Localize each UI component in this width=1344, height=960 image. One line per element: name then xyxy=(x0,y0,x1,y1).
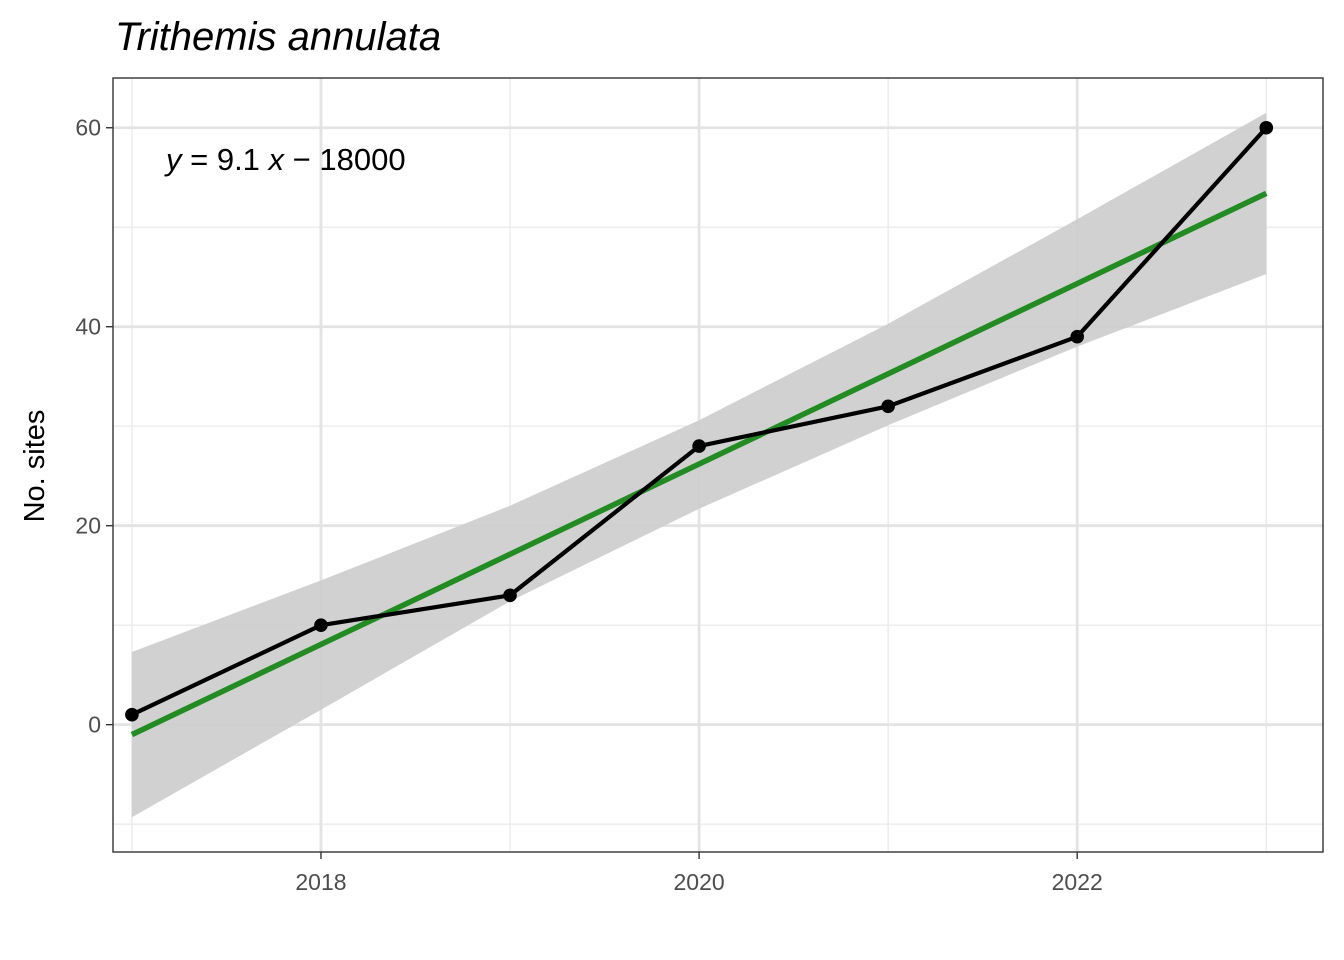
plot-panel-border xyxy=(112,77,1324,853)
trend-line xyxy=(130,190,1268,738)
equation-end: − 18000 xyxy=(284,142,406,177)
x-tick-label: 2018 xyxy=(295,869,346,895)
equation-annotation: y = 9.1 x − 18000 xyxy=(164,142,406,177)
chart-title: Trithemis annulata xyxy=(115,15,441,59)
equation-var-y: y xyxy=(164,142,184,177)
data-point xyxy=(692,439,706,453)
y-tick-label: 0 xyxy=(88,712,101,738)
data-point xyxy=(1070,329,1085,344)
data-point xyxy=(314,618,328,632)
trend-line-layer xyxy=(130,190,1268,738)
y-axis-label: No. sites xyxy=(19,410,51,523)
y-tick-label: 40 xyxy=(75,314,101,340)
data-point xyxy=(881,399,895,414)
y-tick-label: 60 xyxy=(75,115,101,141)
axis-layer: 0 20 40 60 2018 2020 2022 xyxy=(75,115,1102,895)
data-point xyxy=(503,588,517,603)
data-point xyxy=(1259,120,1274,135)
equation-var-x: x xyxy=(267,142,286,177)
x-tick-label: 2022 xyxy=(1052,869,1103,895)
x-tick-label: 2020 xyxy=(674,869,725,895)
y-tick-label: 20 xyxy=(75,513,101,539)
equation-mid: = 9.1 xyxy=(182,142,269,177)
series-layer xyxy=(125,120,1274,722)
data-point xyxy=(125,707,139,722)
